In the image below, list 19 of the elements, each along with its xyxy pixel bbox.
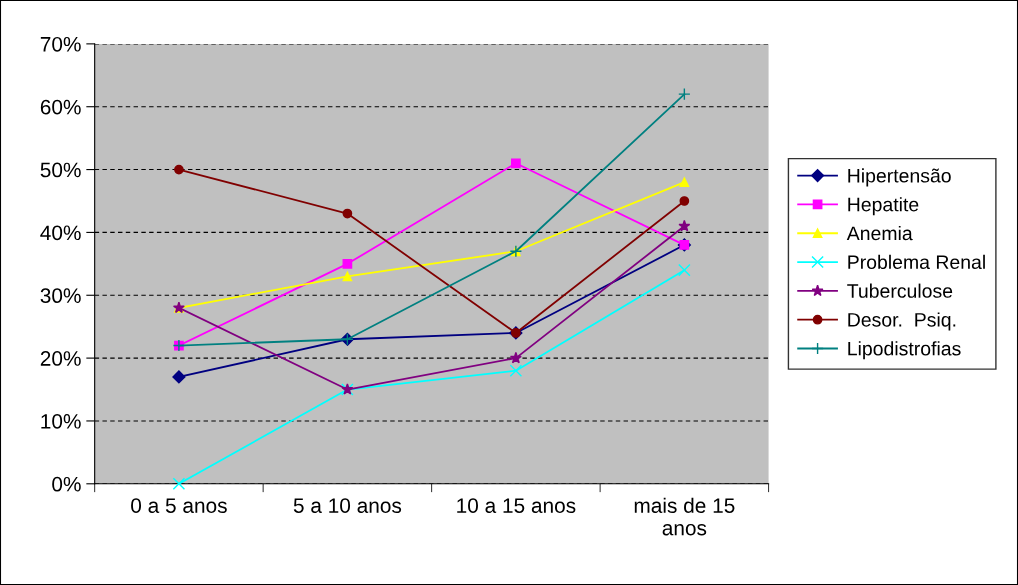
y-tick-label: 60% <box>40 99 81 115</box>
x-tick-label: 5 a 10 anos <box>293 498 402 513</box>
y-tick-label: 50% <box>40 162 81 178</box>
y-tick-label: 20% <box>40 351 81 366</box>
x-tick-label: 0 a 5 anos <box>131 498 227 513</box>
legend-label: Hepatite <box>848 197 919 216</box>
x-tick-label: mais de 15 anos <box>634 497 735 536</box>
legend-label: Tuberculose <box>847 283 953 298</box>
x-tick-label: 10 a 15 anos <box>457 498 576 513</box>
legend-label: Hipertensão <box>848 168 951 187</box>
legend-label: Problema Renal <box>848 254 985 270</box>
y-tick-label: 70% <box>40 36 81 52</box>
y-tick-label: 10% <box>41 413 81 429</box>
legend-label: Anemia <box>846 225 913 241</box>
y-tick-label: 30% <box>40 288 81 304</box>
legend-label: Lipodistrofias <box>848 341 961 360</box>
legend-label: Desor. Psiq. <box>848 312 956 331</box>
y-tick-label: 0% <box>52 476 81 492</box>
y-tick-label: 40% <box>40 225 81 241</box>
